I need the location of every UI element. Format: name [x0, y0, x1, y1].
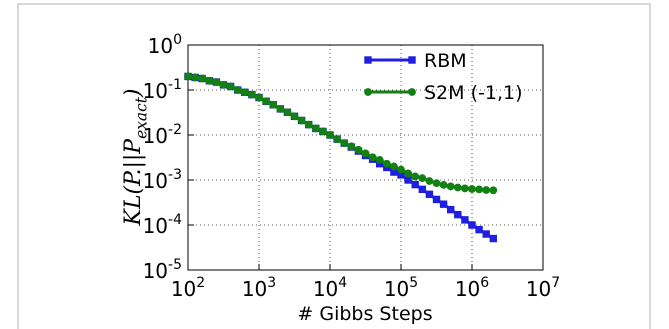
- data-point: [411, 180, 419, 189]
- data-point: [262, 97, 271, 106]
- data-point: [198, 74, 207, 83]
- legend-marker: [408, 88, 416, 96]
- data-point: [326, 131, 334, 139]
- data-point: [453, 183, 462, 192]
- data-point: [475, 225, 483, 234]
- x-tick-label: 105: [384, 275, 418, 301]
- data-point: [489, 186, 498, 195]
- legend-label: RBM: [424, 50, 467, 72]
- data-point: [475, 185, 483, 194]
- data-point: [226, 82, 235, 91]
- data-point: [411, 172, 420, 181]
- x-tick-label: 106: [455, 275, 489, 301]
- data-point: [361, 149, 370, 158]
- y-tick-label: 10-1: [143, 77, 182, 103]
- data-point: [212, 78, 221, 86]
- data-point: [454, 210, 462, 219]
- data-point: [333, 135, 341, 144]
- data-point: [205, 76, 214, 85]
- y-axis-label: KL(P.||Pexact): [121, 89, 151, 227]
- data-point: [318, 127, 327, 136]
- data-point: [240, 88, 249, 97]
- data-point: [191, 73, 200, 82]
- data-point: [368, 153, 377, 162]
- legend-label: S2M (-1,1): [424, 82, 522, 104]
- data-point: [255, 93, 263, 102]
- x-tick-label: 102: [171, 275, 205, 301]
- data-point: [432, 179, 441, 188]
- data-point: [468, 221, 476, 229]
- data-point: [468, 185, 476, 193]
- data-point: [382, 159, 391, 168]
- data-point: [446, 182, 455, 191]
- x-tick-label: 104: [313, 275, 347, 301]
- data-point: [489, 234, 498, 243]
- x-tick-label: 107: [526, 275, 560, 301]
- frame: [17, 3, 651, 329]
- data-point: [482, 230, 490, 238]
- y-tick-label: 100: [148, 32, 182, 58]
- data-point: [219, 80, 228, 89]
- data-point: [290, 112, 299, 121]
- data-point: [418, 174, 427, 183]
- data-point: [354, 145, 363, 154]
- data-point: [397, 165, 405, 174]
- y-tick-label: 10-3: [143, 167, 182, 193]
- data-point: [461, 184, 469, 193]
- data-point: [375, 155, 384, 164]
- data-point: [311, 124, 320, 133]
- data-point: [425, 177, 434, 185]
- data-point: [269, 100, 278, 109]
- legend-marker: [408, 56, 416, 64]
- data-point: [347, 142, 356, 151]
- data-point: [340, 139, 349, 148]
- data-point: [404, 169, 413, 178]
- data-point: [482, 186, 491, 194]
- data-point: [283, 108, 292, 117]
- data-point: [276, 105, 285, 113]
- legend-marker: [364, 88, 372, 96]
- data-point: [461, 216, 469, 224]
- data-point: [297, 116, 306, 125]
- data-point: [425, 190, 434, 199]
- data-point: [390, 162, 398, 171]
- y-tick-label: 10-2: [143, 122, 182, 148]
- data-point: [404, 176, 412, 184]
- data-point: [432, 195, 441, 204]
- data-point: [439, 180, 448, 189]
- plot-area: [187, 44, 544, 271]
- data-point: [447, 205, 455, 214]
- data-point: [184, 72, 192, 81]
- x-axis-label: # Gibbs Steps: [297, 303, 432, 325]
- y-tick-label: 10-4: [143, 212, 183, 238]
- data-point: [233, 86, 242, 94]
- x-tick-label: 103: [242, 275, 276, 301]
- data-point: [439, 200, 448, 208]
- data-point: [418, 185, 426, 194]
- data-point: [304, 120, 313, 129]
- data-point: [247, 90, 256, 99]
- legend-marker: [364, 56, 372, 64]
